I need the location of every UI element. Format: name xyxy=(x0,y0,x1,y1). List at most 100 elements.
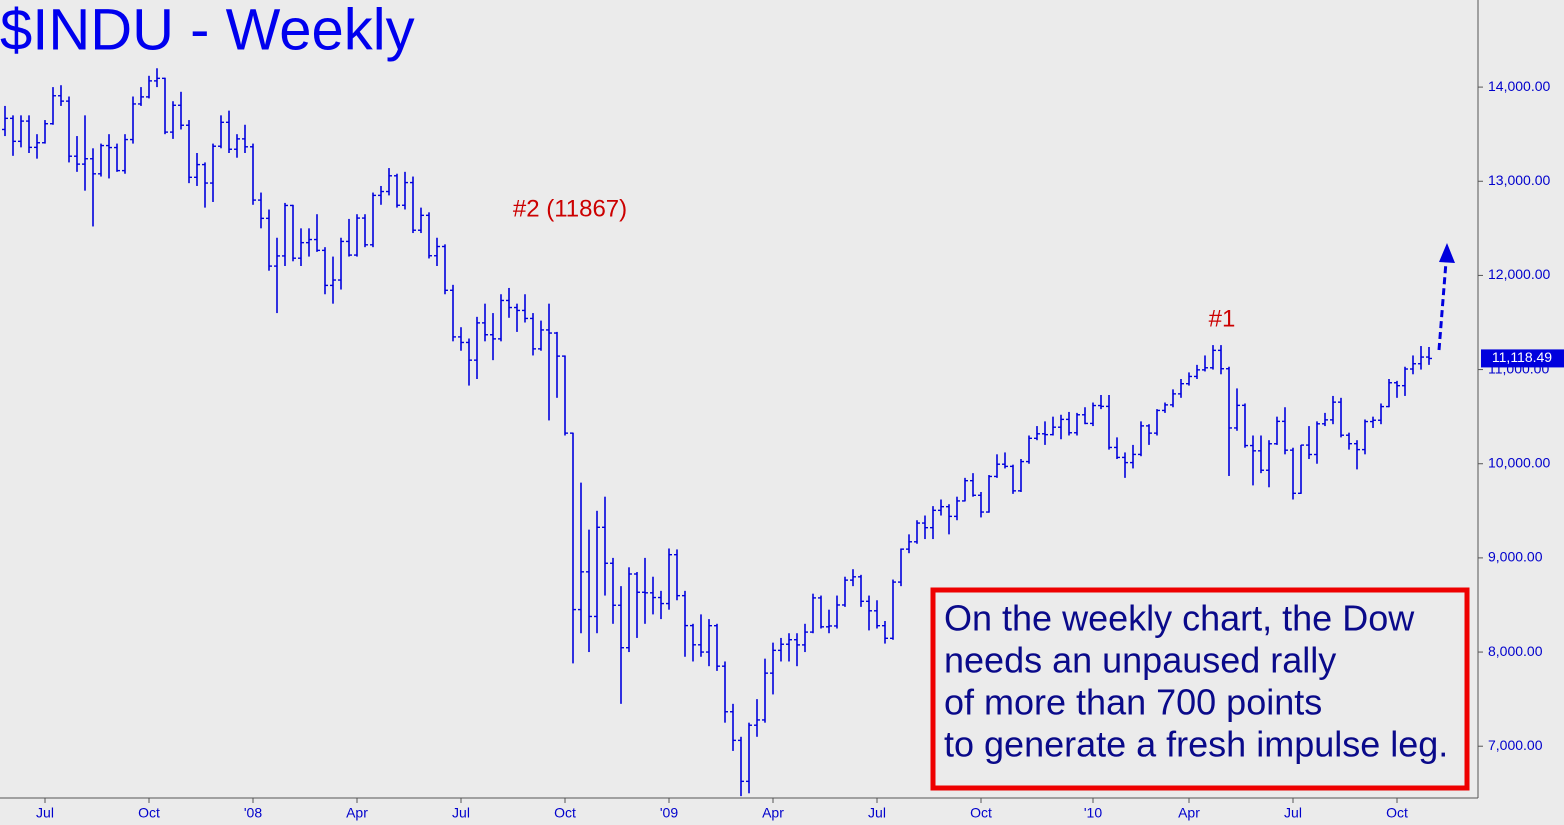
ohlc-bar xyxy=(946,504,952,535)
ohlc-bar xyxy=(322,247,328,295)
x-tick-label: '10 xyxy=(1084,805,1102,821)
ohlc-bar xyxy=(1306,426,1312,460)
ohlc-bar xyxy=(466,338,472,386)
ohlc-bar xyxy=(250,143,256,205)
annotation: #2 (11867) xyxy=(513,195,627,222)
ohlc-bar xyxy=(1218,345,1224,375)
ohlc-bar xyxy=(258,192,264,229)
ohlc-bar xyxy=(658,590,664,620)
ohlc-bar xyxy=(1282,407,1288,455)
ohlc-bar xyxy=(754,699,760,737)
ohlc-bar xyxy=(690,623,696,662)
ohlc-bar xyxy=(1210,345,1216,370)
ohlc-bar xyxy=(602,496,608,596)
ohlc-bar xyxy=(194,153,200,186)
y-tick-label: 14,000.00 xyxy=(1488,78,1550,94)
ohlc-bar xyxy=(1154,409,1160,436)
ohlc-bar xyxy=(338,237,344,290)
ohlc-bar xyxy=(130,96,136,144)
ohlc-bar xyxy=(1058,414,1064,440)
ohlc-bar xyxy=(850,569,856,587)
ohlc-bar xyxy=(746,722,752,794)
ohlc-bar xyxy=(386,168,392,196)
ohlc-bar xyxy=(1098,394,1104,410)
ohlc-bar xyxy=(1242,403,1248,448)
ohlc-bar xyxy=(1234,388,1240,431)
ohlc-bar xyxy=(1386,378,1392,408)
ohlc-bar xyxy=(810,593,816,634)
ohlc-bar xyxy=(770,642,776,695)
ohlc-bar xyxy=(674,549,680,601)
ohlc-bar xyxy=(114,143,120,172)
ohlc-bar xyxy=(914,520,920,544)
ohlc-bar xyxy=(1202,355,1208,372)
note-box xyxy=(930,587,1470,791)
ohlc-bar xyxy=(610,557,616,624)
ohlc-bar xyxy=(282,202,288,266)
ohlc-bar xyxy=(314,214,320,252)
ohlc-bar xyxy=(354,214,360,257)
ohlc-bar xyxy=(146,75,152,99)
ohlc-bar xyxy=(74,136,80,172)
ohlc-bar xyxy=(410,176,416,234)
ohlc-bar xyxy=(898,548,904,587)
ohlc-bar xyxy=(546,303,552,421)
ohlc-bar xyxy=(1378,403,1384,425)
ohlc-bar xyxy=(362,214,368,248)
note-line: On the weekly chart, the Dow xyxy=(944,598,1415,639)
ohlc-bar xyxy=(578,482,584,634)
ohlc-bar xyxy=(474,316,480,379)
ohlc-bar xyxy=(170,101,176,139)
x-tick-label: Oct xyxy=(554,805,576,821)
ohlc-bar xyxy=(890,579,896,640)
ohlc-bar xyxy=(154,68,160,88)
x-tick-label: Jul xyxy=(1284,805,1302,821)
ohlc-bar xyxy=(266,209,272,271)
ohlc-bar xyxy=(730,703,736,751)
ohlc-bar xyxy=(458,327,464,351)
x-tick-label: Jul xyxy=(452,805,470,821)
forecast-arrow xyxy=(1437,243,1455,351)
ohlc-bar xyxy=(1138,421,1144,457)
ohlc-bar xyxy=(1394,380,1400,398)
x-tick-label: Oct xyxy=(970,805,992,821)
ohlc-bar xyxy=(490,313,496,361)
ohlc-bar xyxy=(122,134,128,174)
ohlc-bar xyxy=(594,510,600,634)
ohlc-bar xyxy=(306,228,312,257)
ohlc-bar xyxy=(1410,355,1416,375)
ohlc-bar xyxy=(82,115,88,191)
ohlc-bar xyxy=(26,115,32,154)
ohlc-bar xyxy=(922,515,928,540)
ohlc-bar xyxy=(570,432,576,664)
last-price-box xyxy=(1481,349,1564,368)
y-tick-label: 13,000.00 xyxy=(1488,172,1550,188)
ohlc-bar xyxy=(1066,411,1072,436)
ohlc-bar xyxy=(10,115,16,156)
ohlc-bar xyxy=(786,633,792,662)
ohlc-bar xyxy=(290,204,296,262)
y-tick-label: 7,000.00 xyxy=(1488,737,1543,753)
ohlc-bar xyxy=(274,237,280,314)
ohlc-bar xyxy=(554,331,560,398)
ohlc-bar xyxy=(210,143,216,202)
ohlc-bar xyxy=(906,534,912,554)
ohlc-bar xyxy=(242,124,248,154)
ohlc-bar xyxy=(826,609,832,634)
ohlc-bar xyxy=(42,120,48,144)
ohlc-bar xyxy=(1274,416,1280,445)
ohlc-bar xyxy=(698,614,704,657)
ohlc-bar xyxy=(802,623,808,653)
ohlc-bar xyxy=(1146,424,1152,445)
ohlc-bar xyxy=(482,303,488,342)
ohlc-bar xyxy=(2,105,8,137)
ohlc-bar xyxy=(834,595,840,629)
x-tick-label: Jul xyxy=(36,805,54,821)
ohlc-bar xyxy=(1426,346,1432,365)
ohlc-bar xyxy=(986,475,992,513)
ohlc-bar xyxy=(882,620,888,644)
ohlc-bar xyxy=(962,477,968,502)
ohlc-bar xyxy=(562,355,568,436)
ohlc-bar xyxy=(538,320,544,351)
